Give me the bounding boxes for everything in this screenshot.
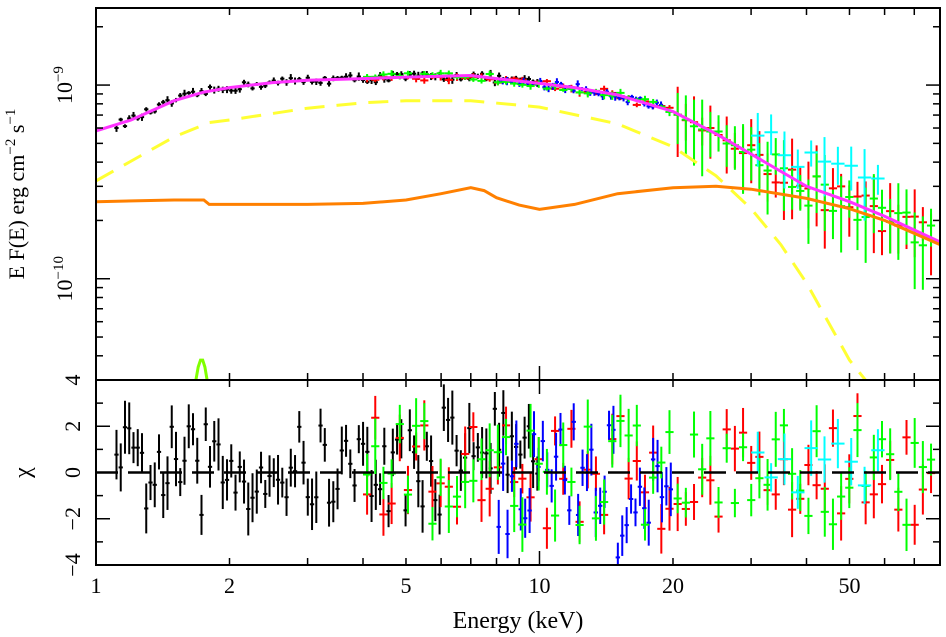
residual-y-tick-label: −4 (60, 553, 85, 576)
x-axis-label: Energy (keV) (453, 608, 584, 634)
residual-y-tick-text: 0 (60, 467, 85, 478)
x-tick-label: 50 (838, 573, 860, 598)
y-tick-exponent: −10 (51, 256, 67, 279)
total-model-line (96, 73, 940, 244)
spectrum-frame (95, 7, 941, 381)
residual-data-layer (114, 384, 936, 565)
blackbody-component-line (96, 99, 868, 380)
x-tick-label: 1 (91, 573, 102, 598)
residual-y-axis-label: χ (10, 467, 36, 479)
y-label-part: E F(E) erg cm (4, 155, 29, 280)
residual-y-tick-label: 4 (60, 375, 85, 386)
residual-data-group (751, 418, 885, 509)
y-tick-exponent: −9 (51, 66, 67, 82)
y-tick-label-text: 10−10 (51, 256, 77, 301)
spectrum-data-layer (96, 69, 940, 380)
y-tick-label: 10−10 (51, 256, 77, 301)
residual-y-tick-label: 2 (60, 421, 85, 432)
y-tick-base: 10 (52, 82, 77, 104)
residual-y-tick-text: −2 (60, 507, 85, 530)
residual-data-group (114, 384, 540, 536)
y-label-part: s (4, 125, 29, 139)
powerlaw-component-line (96, 184, 940, 246)
spectrum-y-axis-label: E F(E) erg cm−2 s−1 (3, 109, 29, 280)
spectrum-data-group (751, 112, 885, 221)
residual-y-tick-text: −4 (60, 553, 85, 576)
residual-data-group (363, 394, 936, 552)
x-tick-label: 10 (528, 573, 550, 598)
residual-y-tick-text: 4 (60, 375, 85, 386)
residual-y-tick-label: −2 (60, 507, 85, 530)
residual-y-tick-label: 0 (60, 467, 85, 478)
x-tick-label: 20 (662, 573, 684, 598)
x-tick-label: 5 (400, 573, 411, 598)
residual-y-tick-text: 2 (60, 421, 85, 432)
y-label-part: −1 (3, 109, 19, 125)
axis-labels: E F(E) erg cm−2 s−1 χ Energy (keV) (3, 109, 583, 634)
spectrum-panel: 10−910−10 (51, 7, 941, 381)
y-label-part: −2 (3, 139, 19, 155)
y-tick-label-text: 10−9 (51, 66, 77, 104)
y-tick-base: 10 (52, 279, 77, 301)
x-tick-label: 2 (224, 573, 235, 598)
line-component-line (194, 358, 209, 380)
y-tick-label: 10−9 (51, 66, 77, 104)
